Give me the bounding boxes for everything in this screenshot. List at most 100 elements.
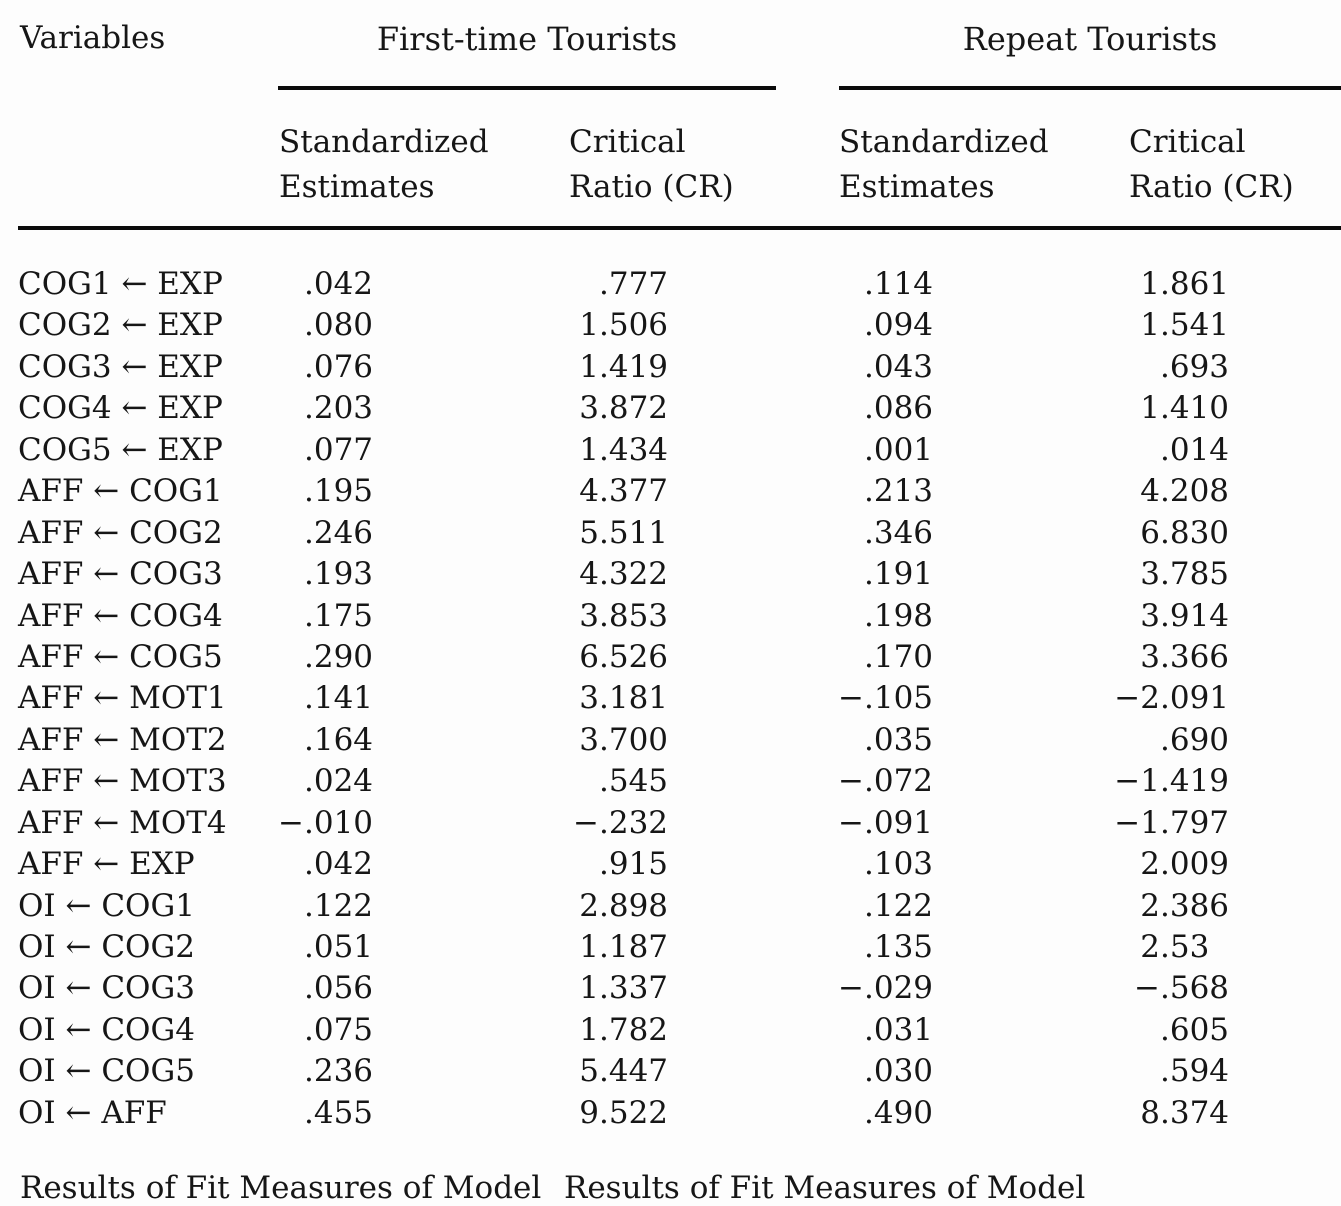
variable-label: COG5 ← EXP (18, 431, 223, 468)
subheader-standardized-estimates-first-time: Standardized Estimates (279, 120, 489, 210)
variable-label: AFF ← COG1 (18, 473, 223, 510)
first-time-standardized-estimate-value: .042 (304, 846, 374, 883)
subheader-critical-ratio-repeat: Critical Ratio (CR) (1129, 120, 1294, 210)
table-row: COG5 ← EXP .077 1.434 .001 .014 (0, 430, 1341, 471)
repeat-standardized-estimate-value: .035 (864, 721, 934, 758)
variable-label: OI ← COG2 (18, 929, 195, 965)
header-body-divider-rule (18, 226, 1341, 230)
variable-label: AFF ← MOT1 (18, 680, 227, 717)
repeat-critical-ratio-value: −1.419 (1114, 763, 1230, 800)
first-time-standardized-estimate-value: .203 (304, 390, 374, 427)
variable-label: AFF ← COG3 (18, 556, 223, 593)
subheader-line: Estimates (839, 169, 995, 205)
first-time-critical-ratio-value: 9.522 (579, 1094, 669, 1131)
repeat-standardized-estimate-value: .030 (864, 1053, 934, 1090)
repeat-standardized-estimate-value: .103 (864, 846, 934, 883)
table-row: AFF ← MOT2 .164 3.700 .035 .690 (0, 720, 1341, 761)
table-row: OI ← COG2 .051 1.187 .135 2.53 (0, 927, 1341, 968)
table-row: OI ← COG3 .056 1.337 −.029 −.568 (0, 968, 1341, 1009)
repeat-critical-ratio-value: 3.785 (1140, 556, 1230, 593)
subheader-line: Critical (1129, 124, 1246, 160)
repeat-critical-ratio-value: .605 (1160, 1011, 1230, 1048)
variable-label: AFF ← MOT2 (18, 721, 227, 758)
first-time-critical-ratio-value: 6.526 (579, 638, 669, 675)
table-row: AFF ← MOT3 .024 .545 −.072 −1.419 (0, 761, 1341, 802)
subheader-critical-ratio-first-time: Critical Ratio (CR) (569, 120, 734, 210)
variable-label: COG2 ← EXP (18, 307, 223, 344)
variable-label: AFF ← COG2 (18, 514, 223, 551)
first-time-critical-ratio-value: 1.337 (579, 970, 669, 1007)
table-body: COG1 ← EXP .042 .777 .114 1.861 COG2 ← E… (0, 264, 1341, 1134)
first-time-critical-ratio-value: −.232 (573, 804, 669, 841)
first-time-standardized-estimate-value: .076 (304, 348, 374, 385)
table-row: OI ← AFF .455 9.522 .490 8.374 (0, 1093, 1341, 1134)
variable-label: AFF ← MOT3 (18, 763, 227, 800)
first-time-standardized-estimate-value: .122 (304, 887, 374, 924)
first-time-critical-ratio-value: .915 (599, 846, 669, 883)
repeat-standardized-estimate-value: −.091 (838, 804, 934, 841)
repeat-critical-ratio-value: 2.009 (1140, 846, 1230, 883)
variable-label: OI ← COG4 (18, 1011, 195, 1048)
subheader-line: Estimates (279, 169, 435, 205)
first-time-standardized-estimate-value: −.010 (278, 804, 374, 841)
first-time-critical-ratio-value: 1.419 (579, 348, 669, 385)
table-row: AFF ← EXP .042 .915 .103 2.009 (0, 844, 1341, 885)
variable-label: OI ← COG1 (18, 887, 195, 924)
first-time-standardized-estimate-value: .042 (304, 266, 374, 302)
table-row: AFF ← COG5 .290 6.526 .170 3.366 (0, 637, 1341, 678)
first-time-standardized-estimate-value: .175 (304, 597, 374, 634)
column-group-first-time-tourists: First-time Tourists (376, 20, 678, 58)
first-time-critical-ratio-value: 5.447 (579, 1053, 669, 1090)
repeat-critical-ratio-value: −2.091 (1114, 680, 1230, 717)
subheader-line: Ratio (CR) (1129, 169, 1294, 205)
repeat-standardized-estimate-value: .346 (864, 514, 934, 551)
first-time-critical-ratio-value: 1.434 (579, 431, 669, 468)
subheader-line: Standardized (839, 124, 1049, 160)
first-time-standardized-estimate-value: .051 (304, 929, 374, 965)
repeat-critical-ratio-value: 1.541 (1140, 307, 1230, 344)
footer-heading-first: Results of Fit Measures of Model (20, 1170, 542, 1206)
first-time-standardized-estimate-value: .455 (304, 1094, 374, 1131)
repeat-critical-ratio-value: 2.386 (1140, 887, 1230, 924)
table-row: OI ← COG4 .075 1.782 .031 .605 (0, 1010, 1341, 1051)
first-time-standardized-estimate-value: .075 (304, 1011, 374, 1048)
first-time-standardized-estimate-value: .164 (304, 721, 374, 758)
first-time-standardized-estimate-value: .080 (304, 307, 374, 344)
variable-label: AFF ← MOT4 (18, 804, 227, 841)
first-time-critical-ratio-value: 1.782 (579, 1011, 669, 1048)
repeat-critical-ratio-value: .690 (1160, 721, 1230, 758)
variable-label: COG1 ← EXP (18, 266, 223, 302)
repeat-standardized-estimate-value: .191 (864, 556, 934, 593)
repeat-standardized-estimate-value: .122 (864, 887, 934, 924)
table-row: COG1 ← EXP .042 .777 .114 1.861 (0, 264, 1341, 305)
repeat-critical-ratio-value: .014 (1160, 431, 1230, 468)
repeat-standardized-estimate-value: .114 (864, 266, 934, 302)
repeat-standardized-estimate-value: .490 (864, 1094, 934, 1131)
repeat-standardized-estimate-value: .086 (864, 390, 934, 427)
table-row: AFF ← MOT1 .141 3.181 −.105 −2.091 (0, 678, 1341, 719)
table-row: AFF ← COG4 .175 3.853 .198 3.914 (0, 596, 1341, 637)
first-time-standardized-estimate-value: .024 (304, 763, 374, 800)
repeat-critical-ratio-value: .693 (1160, 348, 1230, 385)
table-row: COG2 ← EXP .080 1.506 .094 1.541 (0, 305, 1341, 346)
first-time-standardized-estimate-value: .056 (304, 970, 374, 1007)
first-time-standardized-estimate-value: .077 (304, 431, 374, 468)
first-time-critical-ratio-value: 2.898 (579, 887, 669, 924)
column-header-variables: Variables (20, 20, 166, 56)
footer-heading-second: Results of Fit Measures of Model (564, 1170, 1086, 1206)
table-row: AFF ← COG3 .193 4.322 .191 3.785 (0, 554, 1341, 595)
group1-underline-rule (278, 86, 776, 90)
first-time-critical-ratio-value: 1.187 (579, 929, 669, 965)
repeat-critical-ratio-value: −1.797 (1114, 804, 1230, 841)
repeat-standardized-estimate-value: .213 (864, 473, 934, 510)
repeat-standardized-estimate-value: −.105 (838, 680, 934, 717)
variable-label: OI ← AFF (18, 1094, 167, 1131)
table-row: COG4 ← EXP .203 3.872 .086 1.410 (0, 388, 1341, 429)
first-time-standardized-estimate-value: .246 (304, 514, 374, 551)
first-time-critical-ratio-value: 1.506 (579, 307, 669, 344)
table-row: AFF ← COG1 .195 4.377 .213 4.208 (0, 471, 1341, 512)
variable-label: AFF ← COG4 (18, 597, 223, 634)
subheader-line: Standardized (279, 124, 489, 160)
first-time-standardized-estimate-value: .141 (304, 680, 374, 717)
